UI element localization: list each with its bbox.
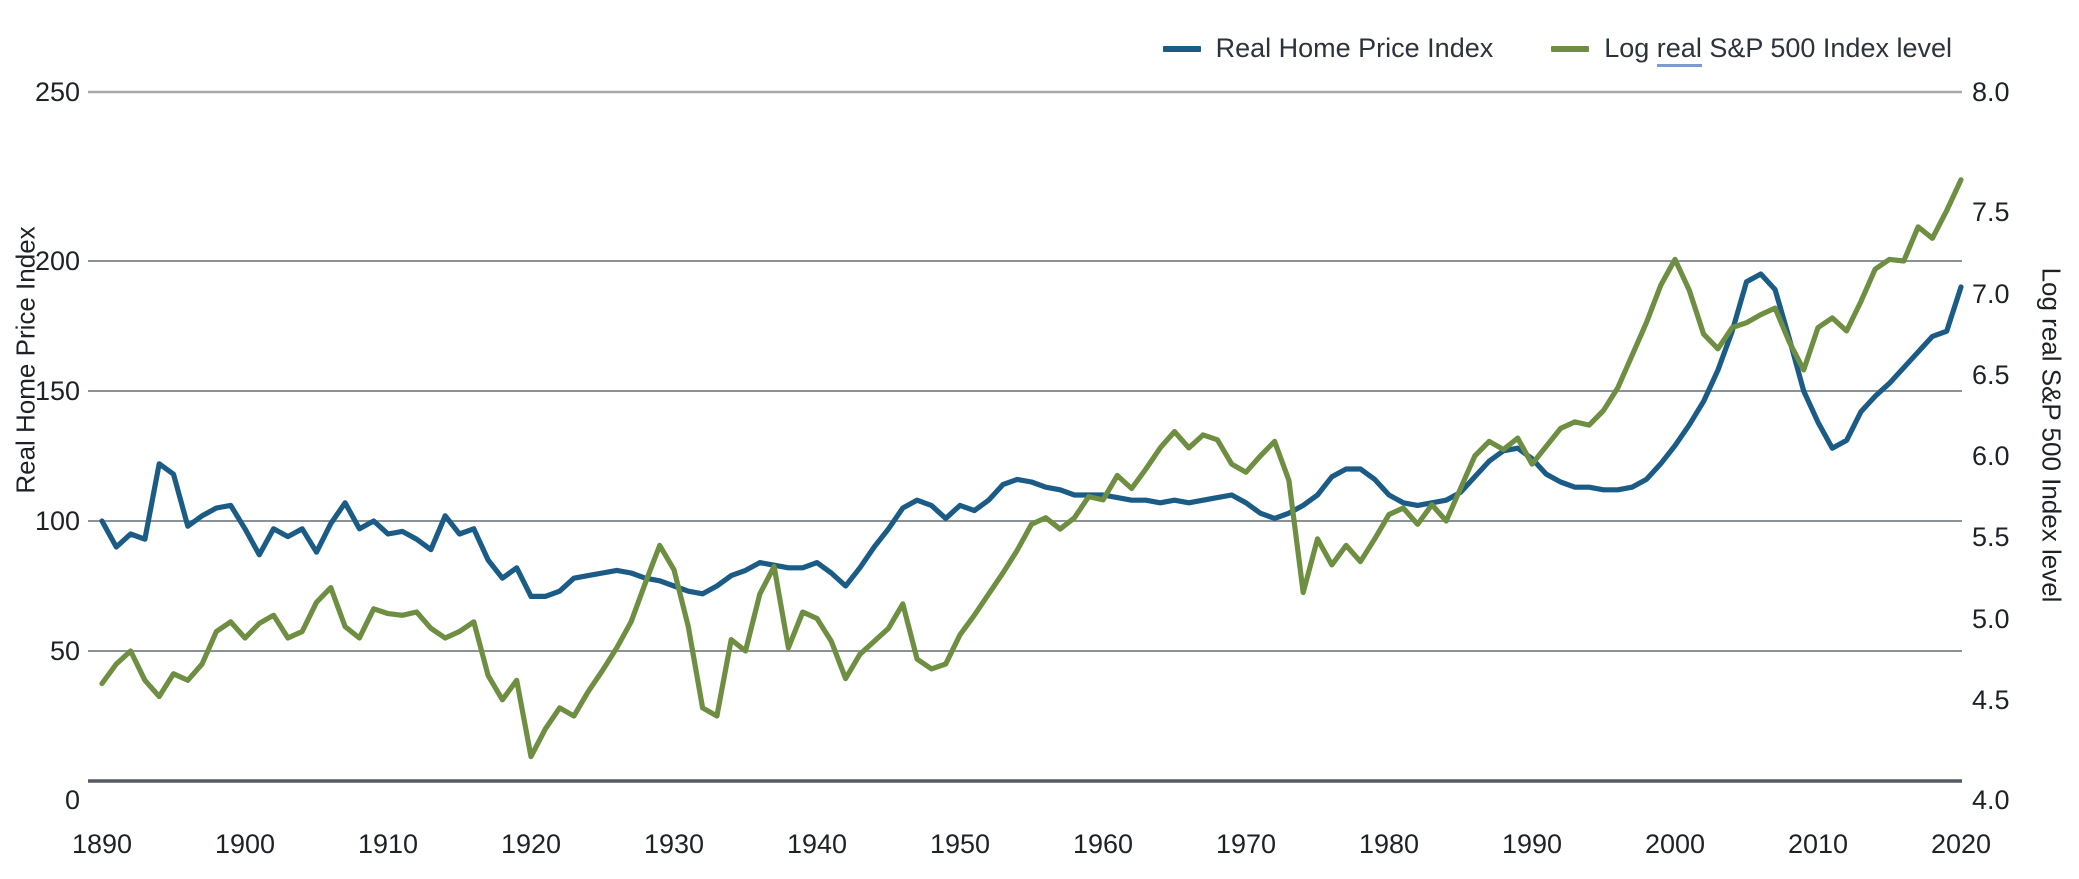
x-axis-tick: 1990 (1501, 829, 1563, 859)
x-axis-tick: 1920 (500, 829, 562, 859)
left-axis-tick: 0 (64, 785, 80, 815)
right-axis-tick: 5.5 (1972, 522, 2010, 552)
x-axis-tick: 2010 (1787, 829, 1849, 859)
right-axis-tick: 7.5 (1972, 197, 2010, 227)
x-axis-tick: 1960 (1072, 829, 1134, 859)
x-axis-tick: 1930 (643, 829, 705, 859)
right-axis-title: Log real S&P 500 Index level (2036, 267, 2067, 603)
home-price-line-series (99, 271, 1964, 600)
right-axis-tick: 6.0 (1972, 441, 2010, 471)
legend-label-home-price: Real Home Price Index (1215, 33, 1494, 63)
legend: Real Home Price Index Log real S&P 500 I… (1162, 33, 1952, 67)
x-axis-tick: 1950 (929, 829, 991, 859)
x-axis-tick: 1900 (214, 829, 276, 859)
legend-label-sp500: Log real S&P 500 Index level (1604, 33, 1952, 67)
legend-label-sp500-suffix: S&P 500 Index level (1701, 33, 1952, 63)
legend-label-sp500-prefix: Log (1604, 33, 1657, 63)
legend-label-sp500-underlined-word: real (1656, 33, 1702, 67)
left-axis-tick: 250 (34, 77, 80, 107)
x-axis-tick: 2000 (1644, 829, 1706, 859)
left-axis-tick: 200 (34, 246, 80, 276)
x-axis-tick: 1890 (71, 829, 133, 859)
legend-item-home-price: Real Home Price Index (1162, 33, 1494, 64)
left-axis-tick: 100 (34, 506, 80, 536)
legend-swatch-home-price-icon (1162, 45, 1201, 52)
x-axis-tick: 1940 (786, 829, 848, 859)
right-axis-tick: 4.5 (1972, 685, 2010, 715)
x-axis-tick: 1980 (1358, 829, 1420, 859)
legend-swatch-sp500-icon (1551, 45, 1590, 52)
left-axis-tick: 50 (49, 636, 80, 666)
sp500-line-series (99, 177, 1964, 760)
x-axis-tick: 1910 (357, 829, 419, 859)
left-axis-title: Real Home Price Index (10, 226, 41, 494)
right-axis-tick: 4.0 (1972, 785, 2010, 815)
left-axis-tick: 150 (34, 376, 80, 406)
right-axis-tick: 5.0 (1972, 604, 2010, 634)
legend-item-sp500: Log real S&P 500 Index level (1551, 33, 1952, 67)
x-axis-tick: 2020 (1930, 829, 1992, 859)
x-axis-tick: 1970 (1215, 829, 1277, 859)
right-axis-tick: 8.0 (1972, 77, 2010, 107)
right-axis-tick: 6.5 (1972, 360, 2010, 390)
right-axis-tick: 7.0 (1972, 279, 2010, 309)
